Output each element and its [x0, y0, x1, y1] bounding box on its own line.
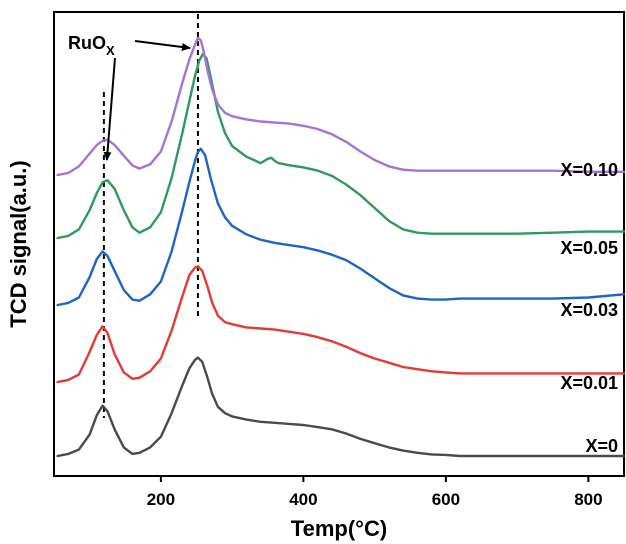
x-tick-label: 200 [147, 490, 175, 509]
plot-frame [53, 11, 625, 477]
series-line [56, 356, 626, 458]
series-line [56, 52, 626, 240]
arrow-to-high-temp-peak [134, 40, 191, 51]
series-line [56, 36, 626, 177]
x-tick-label: 400 [289, 490, 317, 509]
series-labels: X=0 X=0.01 X=0.03 X=0.05 X=0.10 [560, 160, 618, 456]
series-line [56, 265, 626, 384]
x-tick-label: 800 [574, 490, 602, 509]
ruox-subscript: X [106, 43, 115, 58]
x-ticks: 200 400 600 800 [147, 476, 603, 509]
series-label: X=0 [585, 436, 618, 456]
arrow-to-low-temp-peak [103, 57, 116, 161]
x-axis-title: Temp(°C) [291, 516, 387, 541]
ruox-annotation: RuOX [68, 33, 191, 161]
y-axis-title: TCD signal(a.u.) [6, 160, 31, 327]
ruox-label: RuOX [68, 33, 115, 58]
series-layer [56, 36, 626, 458]
series-line [56, 147, 626, 307]
series-label: X=0.10 [560, 160, 618, 180]
series-label: X=0.05 [560, 238, 618, 258]
series-label: X=0.01 [560, 373, 618, 393]
x-tick-label: 600 [432, 490, 460, 509]
series-label: X=0.03 [560, 300, 618, 320]
